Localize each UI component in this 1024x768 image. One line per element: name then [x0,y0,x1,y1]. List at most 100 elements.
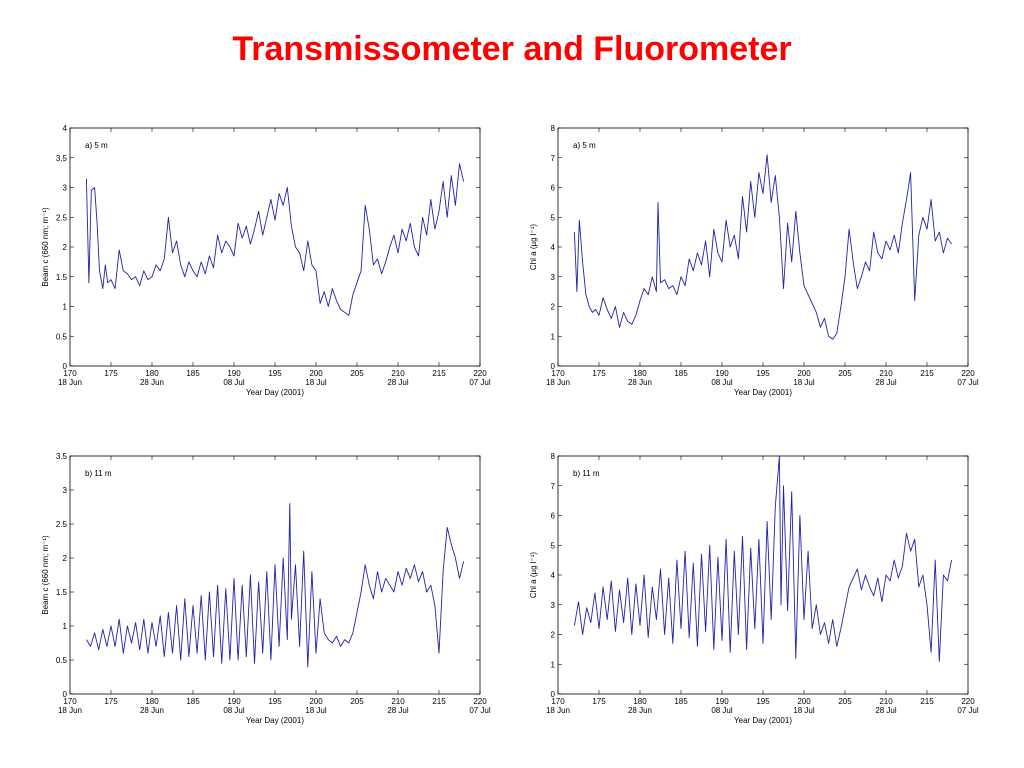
y-tick-label: 2.5 [56,213,68,222]
x-date-label: 18 Jul [305,378,327,387]
x-date-label: 28 Jul [387,378,409,387]
x-tick-label: 190 [715,697,729,706]
x-tick-label: 185 [186,369,200,378]
x-date-label: 07 Jul [469,706,491,715]
x-date-label: 28 Jul [875,706,897,715]
x-axis-label: Year Day (2001) [734,388,792,397]
x-tick-label: 205 [838,697,852,706]
x-tick-label: 205 [838,369,852,378]
x-tick-label: 205 [350,369,364,378]
x-tick-label: 190 [715,369,729,378]
x-tick-label: 185 [674,697,688,706]
page-title: Transmissometer and Fluorometer [232,30,792,68]
y-tick-label: 2.5 [56,520,68,529]
x-date-label: 18 Jul [305,706,327,715]
x-tick-label: 175 [104,369,118,378]
y-tick-label: 1.5 [56,588,68,597]
y-tick-label: 0 [551,690,556,699]
x-tick-label: 195 [756,697,770,706]
x-date-label: 08 Jul [223,706,245,715]
y-tick-label: 2 [63,554,68,563]
x-tick-label: 220 [961,697,975,706]
plot-frame [69,127,481,367]
x-tick-label: 180 [145,369,159,378]
x-tick-label: 175 [592,697,606,706]
plot-frame [557,455,969,695]
y-tick-label: 5 [551,541,556,550]
x-tick-label: 220 [473,697,487,706]
x-tick-label: 215 [920,369,934,378]
y-tick-label: 2 [63,243,68,252]
x-date-label: 28 Jun [140,706,164,715]
y-tick-label: 3.5 [56,154,68,163]
y-axis-label: Chl a (µg l⁻¹) [529,552,538,599]
panel-annotation: b) 11 m [573,469,600,478]
y-tick-label: 0 [63,690,68,699]
x-axis-label: Year Day (2001) [246,388,304,397]
y-tick-label: 8 [551,452,556,461]
x-tick-label: 195 [268,697,282,706]
y-tick-label: 0.5 [56,332,68,341]
x-date-label: 18 Jul [793,378,815,387]
x-tick-label: 200 [309,369,323,378]
y-tick-label: 0 [63,362,68,371]
y-tick-label: 7 [551,482,556,491]
x-tick-label: 215 [432,369,446,378]
y-tick-label: 4 [63,124,68,133]
y-tick-label: 1 [63,303,68,312]
x-tick-label: 200 [797,697,811,706]
x-date-label: 28 Jun [628,706,652,715]
x-date-label: 18 Jun [58,378,82,387]
x-axis-label: Year Day (2001) [246,716,304,725]
x-tick-label: 190 [227,369,241,378]
x-date-label: 18 Jun [58,706,82,715]
x-tick-label: 195 [268,369,282,378]
x-date-label: 07 Jul [957,706,979,715]
y-tick-label: 2 [551,303,556,312]
x-tick-label: 175 [592,369,606,378]
plot-frame [557,127,969,367]
series-line [86,503,465,668]
y-tick-label: 3 [551,601,556,610]
x-tick-label: 190 [227,697,241,706]
y-tick-label: 0.5 [56,656,68,665]
series-line [573,455,953,662]
y-tick-label: 1 [63,622,68,631]
series-line [85,163,465,316]
y-tick-label: 3 [63,184,68,193]
x-tick-label: 170 [63,369,77,378]
chart-svg: 170 175 180 185 190 195 200 205 2 1 0 215 220 18 Jun 2… [41,124,491,397]
x-tick-label: 180 [145,697,159,706]
x-tick-label: 185 [186,697,200,706]
panel-annotation: a) 5 m [573,141,596,150]
chart-chl-5m: 170 175 180 185 190 195 200 205 210 215 220 18 Jun 2… [528,118,980,403]
x-tick-label: 180 [633,369,647,378]
x-tick-label: 210 [879,697,893,706]
x-date-label: 18 Jun [546,706,570,715]
x-date-label: 07 Jul [957,378,979,387]
chart-chl-11m: 170 175 180 185 190 195 200 205 210 215 220 18 Jun 2… [528,446,980,731]
x-tick-label: 210 [391,697,405,706]
x-date-label: 18 Jun [546,378,570,387]
x-tick-label: 220 [473,369,487,378]
x-tick-label: 215 [920,697,934,706]
panel-annotation: a) 5 m [85,141,108,150]
x-tick-label: 195 [756,369,770,378]
x-date-label: 28 Jul [387,706,409,715]
x-date-label: 08 Jul [711,706,733,715]
y-tick-label: 3 [63,486,68,495]
x-date-label: 18 Jul [793,706,815,715]
x-tick-label: 205 [350,697,364,706]
y-tick-label: 1 [551,660,556,669]
x-tick-label: 200 [309,697,323,706]
y-axis-label: Beam c (660 nm; m⁻¹) [41,535,50,615]
x-date-label: 07 Jul [469,378,491,387]
x-tick-label: 200 [797,369,811,378]
x-tick-label: 185 [674,369,688,378]
x-tick-label: 210 [879,369,893,378]
x-tick-label: 170 [551,369,565,378]
y-axis-label: Chl a (µg l⁻¹) [529,224,538,271]
